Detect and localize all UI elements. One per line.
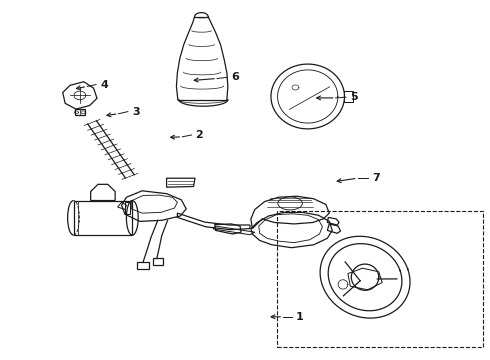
Text: 7: 7	[372, 173, 380, 183]
Bar	[277, 211, 483, 347]
Text: 4: 4	[100, 80, 108, 90]
Text: 6: 6	[231, 72, 239, 82]
Text: 3: 3	[132, 107, 140, 117]
Text: 1: 1	[296, 312, 304, 322]
Text: 2: 2	[196, 130, 203, 140]
Text: 5: 5	[350, 92, 358, 102]
